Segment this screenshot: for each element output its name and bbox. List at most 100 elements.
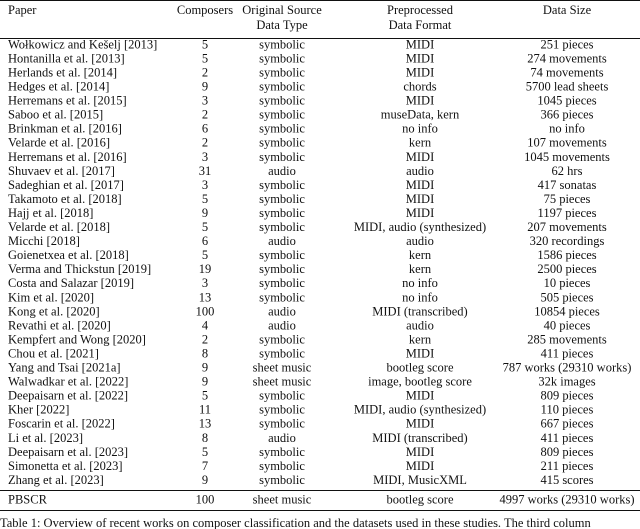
paper-cell: Foscarin et al. [2022] <box>8 417 115 431</box>
data-format-cell: MIDI, audio (synthesized) <box>354 403 486 417</box>
data-format-cell: MIDI <box>406 94 434 108</box>
data-size-cell: 251 pieces <box>540 37 593 51</box>
data-format-cell: MIDI (transcribed) <box>372 304 467 318</box>
data-size-cell: 285 movements <box>527 332 607 346</box>
data-size-cell: 10 pieces <box>544 276 591 290</box>
paper-cell: Zhang et al. [2023] <box>8 473 104 487</box>
data-format-cell: MIDI <box>406 178 434 192</box>
source-type-cell: symbolic <box>259 94 305 108</box>
composers-cell: 3 <box>202 150 208 164</box>
data-size-cell: 2500 pieces <box>537 262 596 276</box>
data-format-cell: MIDI <box>406 150 434 164</box>
source-type-cell: sheet music <box>253 375 312 389</box>
paper-cell: Hedges et al. [2014] <box>8 80 109 94</box>
data-format-cell: audio <box>406 318 434 332</box>
data-size-cell: 505 pieces <box>540 290 593 304</box>
data-format-cell: no info <box>402 276 438 290</box>
data-size-cell: 274 movements <box>527 51 607 65</box>
header-cell: Paper <box>8 3 37 17</box>
data-size-cell: 107 movements <box>527 136 607 150</box>
data-size-cell: 320 recordings <box>530 234 605 248</box>
data-format-cell: MIDI <box>406 459 434 473</box>
data-size-cell: 417 sonatas <box>538 178 597 192</box>
data-size-cell: 366 pieces <box>540 108 593 122</box>
paper-cell: Kong et al. [2020] <box>8 304 100 318</box>
composers-cell: 31 <box>199 164 212 178</box>
header-cell: Data Size <box>543 3 592 17</box>
data-size-cell: 411 pieces <box>541 346 594 360</box>
data-size-cell: 10854 pieces <box>534 304 600 318</box>
source-type-cell: audio <box>268 304 296 318</box>
source-type-cell: symbolic <box>259 445 305 459</box>
source-type-cell: symbolic <box>259 150 305 164</box>
paper-cell: Chou et al. [2021] <box>8 346 99 360</box>
composers-cell: 4 <box>202 318 209 332</box>
source-type-cell: symbolic <box>259 51 305 65</box>
paper-cell: Walwadkar et al. [2022] <box>8 375 128 389</box>
composers-cell: 3 <box>202 178 208 192</box>
data-format-cell: MIDI (transcribed) <box>372 431 467 445</box>
data-size-cell: 787 works (29310 works) <box>503 361 632 375</box>
source-type-cell: symbolic <box>259 290 305 304</box>
caption: Table 1: Overview of recent works on com… <box>0 516 591 529</box>
paper-cell: Deepaisarn et al. [2023] <box>8 445 128 459</box>
paper-cell: Micchi [2018] <box>8 234 80 248</box>
source-type-cell: symbolic <box>259 178 305 192</box>
source-type-cell: symbolic <box>259 220 305 234</box>
composers-cell: 5 <box>202 220 208 234</box>
data-size-cell: 1586 pieces <box>537 248 596 262</box>
data-format-cell: MIDI, MusicXML <box>373 473 467 487</box>
source-type-cell: symbolic <box>259 389 305 403</box>
data-size-cell: 62 hrs <box>552 164 583 178</box>
data-size-cell: 75 pieces <box>544 192 591 206</box>
data-format-cell: MIDI, audio (synthesized) <box>354 220 486 234</box>
paper-cell: Hajj et al. [2018] <box>8 206 93 220</box>
data-format-cell: audio <box>406 234 434 248</box>
paper-cell: Kim et al. [2020] <box>8 290 94 304</box>
source-type-cell: symbolic <box>259 108 305 122</box>
composers-cell: 13 <box>199 417 212 431</box>
data-size-cell: 4997 works (29310 works) <box>499 492 634 506</box>
data-format-cell: kern <box>409 136 432 150</box>
composers-cell: 13 <box>199 290 212 304</box>
paper-cell: Herremans et al. [2015] <box>8 94 127 108</box>
source-type-cell: symbolic <box>259 65 305 79</box>
header-cell: Original Source <box>242 3 322 17</box>
composers-cell: 100 <box>196 492 215 506</box>
data-format-cell: MIDI <box>406 417 434 431</box>
data-format-cell: kern <box>409 262 432 276</box>
composers-cell: 3 <box>202 94 208 108</box>
composers-cell: 8 <box>202 431 208 445</box>
source-type-cell: symbolic <box>259 459 305 473</box>
data-format-cell: MIDI <box>406 192 434 206</box>
data-format-cell: no info <box>402 122 438 136</box>
composers-cell: 9 <box>202 80 208 94</box>
header-cell: Preprocessed <box>387 3 454 17</box>
paper-cell: Kempfert and Wong [2020] <box>8 332 146 346</box>
header-cell: Data Type <box>256 18 308 32</box>
paper-cell: Herremans et al. [2016] <box>8 150 127 164</box>
source-type-cell: symbolic <box>259 206 305 220</box>
composers-cell: 3 <box>202 276 208 290</box>
data-size-cell: 667 pieces <box>540 417 593 431</box>
composers-cell: 2 <box>202 136 208 150</box>
source-type-cell: symbolic <box>259 332 305 346</box>
header-cell: Composers <box>177 3 233 17</box>
data-size-cell: 1045 pieces <box>537 94 596 108</box>
composers-cell: 5 <box>202 51 208 65</box>
data-format-cell: bootleg score <box>387 361 454 375</box>
data-format-cell: kern <box>409 248 432 262</box>
source-type-cell: symbolic <box>259 403 305 417</box>
composers-cell: 9 <box>202 206 208 220</box>
data-size-cell: 1045 movements <box>524 150 610 164</box>
composers-cell: 6 <box>202 234 208 248</box>
paper-cell: Takamoto et al. [2018] <box>8 192 122 206</box>
data-size-cell: no info <box>549 122 585 136</box>
composers-cell: 2 <box>202 108 208 122</box>
source-type-cell: symbolic <box>259 473 305 487</box>
paper-cell: Deepaisarn et al. [2022] <box>8 389 128 403</box>
data-size-cell: 809 pieces <box>540 389 593 403</box>
data-size-cell: 211 pieces <box>541 459 594 473</box>
paper-cell: Costa and Salazar [2019] <box>8 276 134 290</box>
data-format-cell: MIDI <box>406 37 434 51</box>
